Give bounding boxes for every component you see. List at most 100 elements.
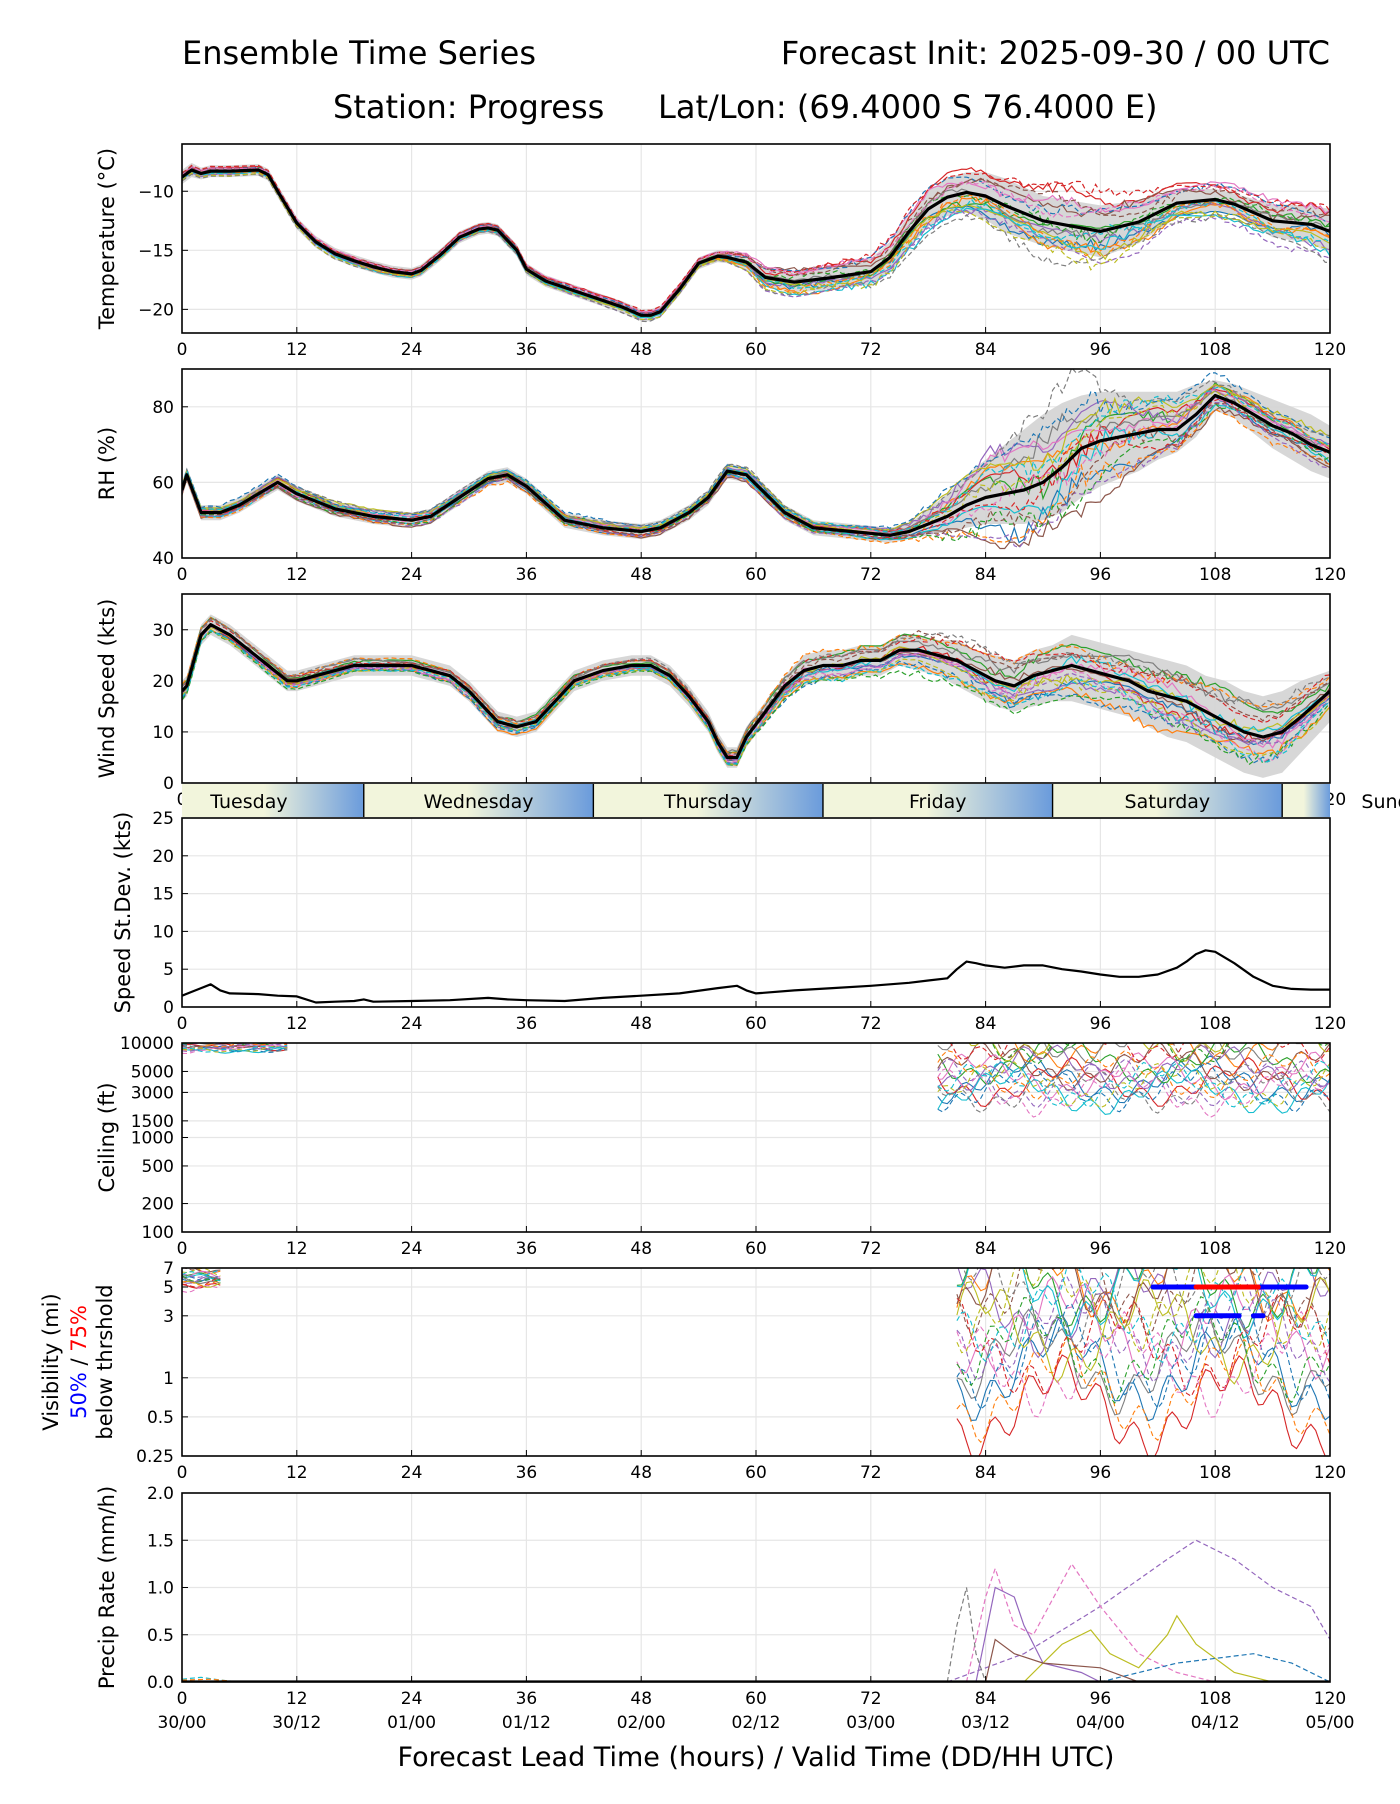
valid-time-label: 04/00: [1076, 1713, 1125, 1733]
xtick-label: 72: [860, 1689, 882, 1709]
xtick-label: 36: [516, 1463, 538, 1483]
xtick-label: 48: [630, 1239, 652, 1259]
xtick-label: 108: [1199, 1689, 1231, 1709]
xtick-label: 48: [630, 340, 652, 360]
xtick-label: 96: [1090, 1689, 1112, 1709]
xtick-label: 12: [286, 1239, 308, 1259]
member-line: [956, 1268, 1330, 1354]
member-line: [182, 619, 1330, 758]
plot-area-speed_stdev: [182, 949, 1330, 1004]
xtick-label: 60: [745, 1689, 767, 1709]
xtick-label: 0: [177, 1689, 188, 1709]
ytick-label: 20: [152, 847, 174, 867]
xtick-label: 96: [1090, 1014, 1112, 1034]
ylabel: Visibility (mi): [39, 1293, 63, 1430]
day-segment: [1052, 784, 1283, 817]
member-line: [182, 1678, 240, 1682]
xtick-label: 0: [177, 565, 188, 585]
xtick-label: 36: [516, 1239, 538, 1259]
ytick-label: −10: [138, 182, 174, 202]
figure-title: Ensemble Time Series: [182, 34, 536, 72]
valid-time-label: 02/00: [617, 1713, 666, 1733]
ytick-label: 0: [163, 774, 174, 794]
spread-band: [182, 380, 1330, 543]
xtick-label: 24: [401, 340, 423, 360]
ytick-label: −15: [138, 241, 174, 261]
ytick-label: 1500: [131, 1112, 174, 1132]
panel-rh: 40 60 80 0 12 24 36 48 60 72 84 96 108 120 RH (%): [95, 368, 1346, 585]
member-line: [1014, 1043, 1280, 1070]
mean-line: [182, 623, 1330, 760]
xtick-label: 12: [286, 1463, 308, 1483]
xtick-label: 120: [1314, 1689, 1346, 1709]
ytick-label: 10000: [120, 1034, 174, 1054]
xtick-label: 36: [516, 340, 538, 360]
ytick-label: 0: [163, 998, 174, 1018]
xtick-label: 36: [516, 565, 538, 585]
xtick-label: 108: [1199, 1239, 1231, 1259]
ytick-label: 0.5: [147, 1626, 174, 1646]
xtick-label: 84: [975, 1014, 997, 1034]
xtick-label: 96: [1090, 1463, 1112, 1483]
ylabel-p75: 75%: [67, 1305, 91, 1352]
xtick-label: 12: [286, 1689, 308, 1709]
xtick-label: 84: [975, 1239, 997, 1259]
station-name: Station: Progress: [333, 88, 605, 126]
xtick-label: 120: [1314, 1239, 1346, 1259]
member-line: [182, 172, 1330, 321]
ytick-label: 3000: [131, 1083, 174, 1103]
valid-time-label: 01/00: [387, 1713, 436, 1733]
mean-line: [182, 393, 1330, 537]
ytick-label: 5000: [131, 1062, 174, 1082]
day-segment: [363, 784, 594, 817]
station-latlon: Lat/Lon: (69.4000 S 76.4000 E): [658, 88, 1158, 126]
valid-time-label: 03/12: [961, 1713, 1010, 1733]
member-line: [182, 383, 1330, 531]
ytick-label: 0.25: [136, 1447, 174, 1467]
xtick-label: 120: [1314, 1463, 1346, 1483]
member-line: [182, 1043, 288, 1050]
valid-time-label: 30/00: [158, 1713, 207, 1733]
ytick-label: 25: [152, 809, 174, 829]
xtick-label: 60: [745, 340, 767, 360]
ytick-label: 100: [142, 1223, 174, 1243]
xtick-label: 72: [860, 1239, 882, 1259]
xtick-label: 108: [1199, 340, 1231, 360]
xtick-label: 84: [975, 1689, 997, 1709]
member-line: [997, 1043, 1330, 1060]
xtick-label: 108: [1199, 565, 1231, 585]
xtick-label: 24: [401, 1463, 423, 1483]
member-line: [937, 1044, 1330, 1091]
member-line: [182, 1043, 288, 1053]
member-line: [182, 398, 1330, 540]
ytick-label: 1000: [131, 1129, 174, 1149]
ytick-label: 40: [152, 549, 174, 569]
ytick-label: 15: [152, 885, 174, 905]
member-line: [182, 171, 1330, 319]
forecast-init: Forecast Init: 2025-09-30 / 00 UTC: [780, 34, 1330, 72]
member-line: [182, 1276, 221, 1283]
xtick-label: 12: [286, 565, 308, 585]
mean-line: [182, 168, 1330, 317]
ytick-label: 80: [152, 398, 174, 418]
xtick-label: 72: [860, 1014, 882, 1034]
xtick-label: 0: [177, 1239, 188, 1259]
xtick-label: 48: [630, 565, 652, 585]
ytick-label: 1.5: [147, 1531, 174, 1551]
xtick-label: 24: [401, 1239, 423, 1259]
member-line: [937, 1051, 1330, 1101]
xtick-label: 24: [401, 1014, 423, 1034]
member-line: [1100, 1653, 1330, 1682]
ylabel: Temperature (°C): [95, 148, 119, 330]
member-line: [937, 1058, 1330, 1108]
member-line: [956, 1310, 1330, 1418]
xtick-label: 72: [860, 1463, 882, 1483]
member-line: [965, 1562, 1216, 1682]
valid-time-label: 01/12: [502, 1713, 551, 1733]
ytick-label: 0.0: [147, 1673, 174, 1693]
ylabel-threshold: below thrshold: [93, 1284, 117, 1439]
member-line: [956, 1294, 1330, 1397]
xtick-label: 60: [745, 1463, 767, 1483]
